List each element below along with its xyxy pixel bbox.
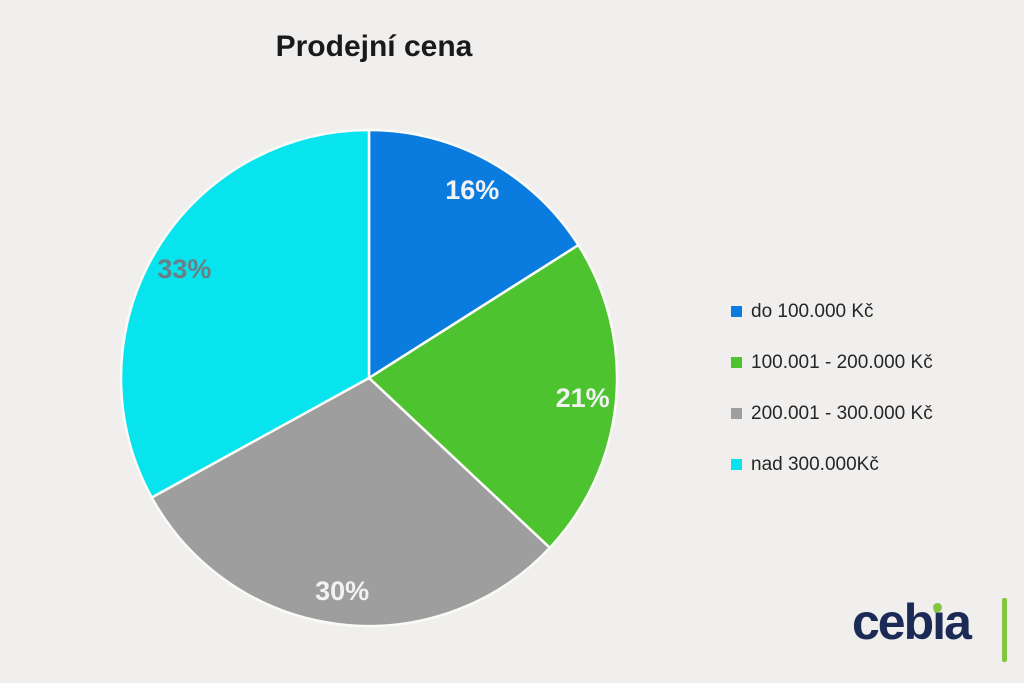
pie-chart: 16% 21% 30% 33% [119, 128, 619, 628]
legend-item: 200.001 - 300.000 Kč [731, 402, 933, 424]
pie-slice-label: 33% [157, 254, 211, 284]
legend-label: 200.001 - 300.000 Kč [751, 402, 933, 424]
legend-label: 100.001 - 200.000 Kč [751, 351, 933, 373]
legend-swatch-cyan [731, 459, 742, 470]
chart-title: Prodejní cena [275, 30, 473, 63]
legend-swatch-blue [731, 306, 742, 317]
cebia-logo: cebı a [852, 592, 1007, 662]
legend-label: do 100.000 Kč [751, 300, 874, 322]
legend-swatch-green [731, 357, 742, 368]
pie-slice-1 [367, 243, 619, 550]
legend-item: 100.001 - 200.000 Kč [731, 351, 933, 373]
pie-slice-0 [367, 128, 580, 380]
legend-label: nad 300.000Kč [751, 453, 879, 475]
pie-slice-3 [119, 128, 371, 499]
legend: do 100.000 Kč 100.001 - 200.000 Kč 200.0… [731, 300, 933, 506]
legend-swatch-gray [731, 408, 742, 419]
pie-slice-label: 30% [315, 576, 369, 606]
legend-item: nad 300.000Kč [731, 453, 933, 475]
legend-item: do 100.000 Kč [731, 300, 933, 322]
pie-slice-label: 21% [556, 383, 610, 413]
logo-divider-bar [1002, 598, 1007, 662]
pie-slice-label: 16% [445, 175, 499, 205]
cebia-logo-text: cebı a [852, 594, 972, 650]
pie-slice-2 [150, 376, 552, 628]
